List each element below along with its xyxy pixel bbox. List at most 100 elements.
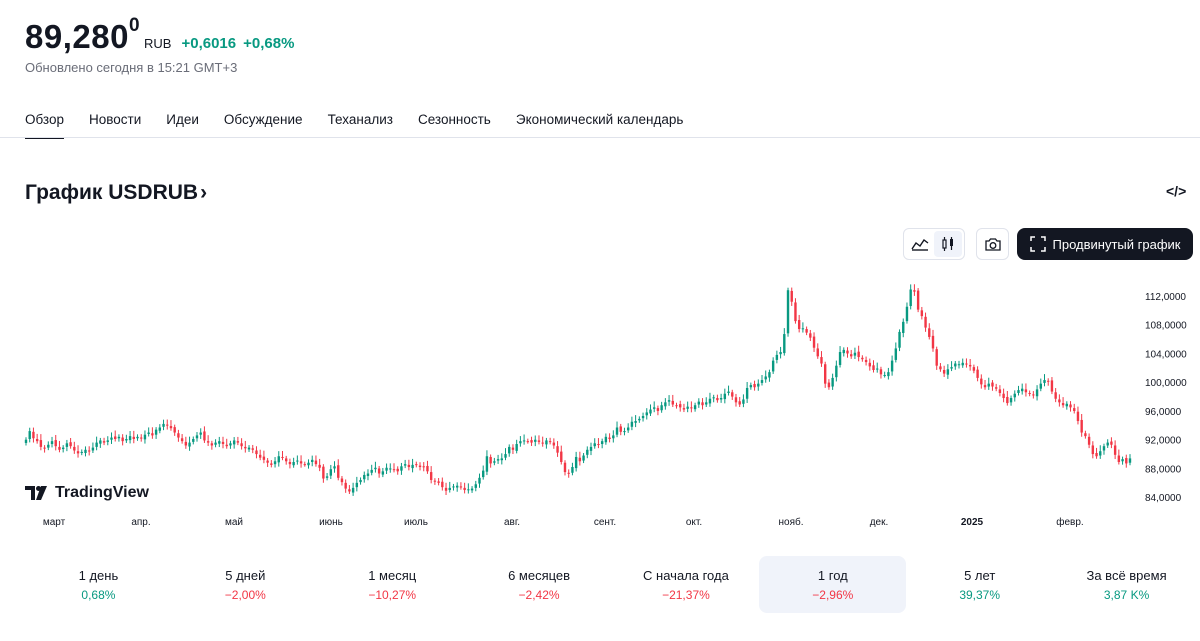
candle-body: [805, 329, 808, 333]
candle-body: [277, 456, 280, 463]
candle-body: [221, 441, 225, 445]
period-5d[interactable]: 5 дней −2,00%: [172, 556, 319, 613]
candle-body: [411, 464, 414, 469]
candle-body: [578, 457, 582, 462]
candle-body: [43, 447, 46, 449]
candle-body: [801, 328, 805, 330]
candle-body: [902, 321, 905, 333]
x-tick-label: авг.: [504, 517, 520, 528]
period-1y[interactable]: 1 год −2,96%: [759, 556, 907, 613]
candle-body: [965, 363, 968, 365]
candle-body: [1095, 453, 1098, 457]
candle-body: [210, 443, 214, 446]
period-ytd[interactable]: С начала года −21,37%: [613, 556, 760, 613]
candle-body: [91, 447, 95, 451]
y-tick-label: 96,0000: [1145, 407, 1182, 418]
candle-body: [887, 372, 890, 377]
candle-body: [493, 461, 496, 463]
camera-icon[interactable]: [976, 228, 1009, 260]
candle-body: [913, 290, 916, 292]
candle-body: [667, 400, 671, 402]
period-1d[interactable]: 1 день 0,68%: [25, 556, 172, 613]
period-all[interactable]: За всё время 3,87 K%: [1053, 556, 1200, 613]
candle-body: [258, 454, 262, 458]
period-1m[interactable]: 1 месяц −10,27%: [319, 556, 466, 613]
tradingview-logo[interactable]: TradingView: [25, 484, 149, 502]
candle-body: [511, 447, 515, 450]
embed-code-icon[interactable]: </>: [1166, 183, 1187, 199]
tab-ideas[interactable]: Идеи: [166, 112, 199, 127]
area-chart-icon[interactable]: [906, 231, 934, 257]
candle-body: [232, 440, 236, 445]
candle-body: [515, 444, 518, 451]
candle-body: [771, 360, 775, 372]
candle-body: [400, 466, 403, 471]
candle-body: [760, 380, 764, 383]
candle-body: [742, 399, 745, 404]
candle-body: [586, 449, 589, 455]
y-tick-label: 92,0000: [1145, 436, 1182, 447]
candle-body: [942, 370, 946, 374]
tab-economic-calendar[interactable]: Экономический календарь: [515, 112, 684, 127]
candle-body: [1050, 380, 1054, 392]
candle-body: [671, 400, 674, 405]
tab-overview[interactable]: Обзор: [25, 112, 64, 139]
candle-body: [1099, 451, 1102, 456]
candle-body: [589, 446, 593, 451]
period-label: 1 день: [78, 567, 119, 583]
candle-body: [924, 316, 927, 328]
tab-seasonals[interactable]: Сезонность: [417, 112, 491, 127]
performance-periods: 1 день 0,68% 5 дней −2,00% 1 месяц −10,27% …: [25, 556, 1200, 613]
candle-body: [1125, 458, 1128, 464]
period-value: −2,96%: [812, 587, 854, 602]
candle-body: [946, 369, 950, 375]
candle-body: [374, 467, 377, 470]
candle-body: [140, 437, 143, 439]
chevron-right-icon: ›: [200, 181, 208, 204]
x-tick-label: февр.: [1056, 516, 1083, 528]
candle-body: [961, 362, 964, 366]
chart-section-title[interactable]: График USDRUB›: [25, 181, 208, 204]
candle-body: [980, 378, 983, 385]
period-6m[interactable]: 6 месяцев −2,42%: [466, 556, 613, 613]
candle-body: [567, 472, 570, 474]
candle-body: [612, 435, 615, 439]
candle-body: [329, 469, 333, 476]
candle-body: [504, 454, 507, 458]
candle-body: [426, 465, 429, 472]
candle-body: [299, 461, 303, 464]
period-5y[interactable]: 5 лет 39,37%: [906, 556, 1053, 613]
candle-body: [206, 441, 210, 443]
candle-body: [348, 489, 351, 492]
candle-body: [322, 466, 325, 479]
candle-body: [850, 354, 853, 357]
period-value: −10,27%: [368, 587, 417, 602]
advanced-chart-button[interactable]: Продвинутый график: [1017, 228, 1193, 260]
candle-body: [686, 406, 689, 409]
candle-body: [24, 439, 28, 443]
candle-body: [73, 446, 76, 451]
candle-body: [54, 440, 57, 447]
candle-body: [325, 476, 329, 478]
period-value: 3,87 K%: [1103, 587, 1150, 602]
price-chart[interactable]: 112,0000 108,0000 104,0000 100,0000 96,0000 9…: [0, 270, 1200, 540]
x-tick-label: окт.: [686, 517, 702, 528]
candle-body: [630, 421, 634, 427]
candle-body: [779, 352, 782, 355]
candle-body: [441, 481, 444, 488]
tab-technicals[interactable]: Теханализ: [327, 112, 393, 127]
candle-body: [266, 460, 269, 463]
candle-body: [1058, 399, 1061, 403]
candle-body: [842, 349, 845, 354]
candle-body: [526, 441, 530, 443]
last-price: 89,2800: [25, 15, 141, 55]
candle-body: [1017, 390, 1020, 393]
candles-chart-icon[interactable]: [934, 231, 962, 257]
candle-body: [957, 364, 961, 366]
tab-discussion[interactable]: Обсуждение: [223, 112, 303, 127]
tab-news[interactable]: Новости: [89, 112, 142, 127]
candle-body: [147, 432, 150, 434]
tab-bar: Обзор Новости Идеи Обсуждение Теханализ …: [25, 112, 708, 139]
candle-body: [218, 441, 221, 444]
candle-body: [262, 456, 266, 460]
